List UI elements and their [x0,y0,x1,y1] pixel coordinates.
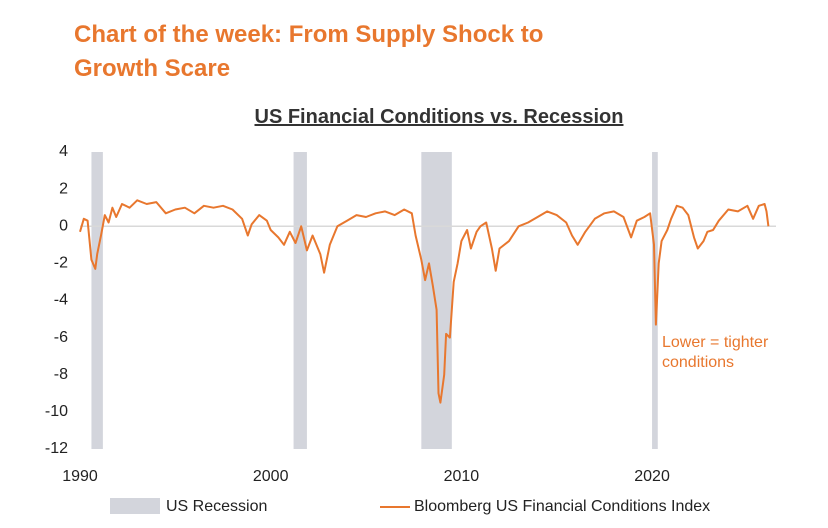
x-tick-label: 2000 [253,468,289,485]
y-tick-label: 0 [59,217,68,234]
y-tick-label: -4 [54,292,68,309]
y-tick-label: -8 [54,366,68,383]
recession-band [421,152,452,449]
y-tick-label: -10 [45,403,68,420]
legend-label: US Recession [166,498,267,515]
recession-band [91,152,103,449]
x-tick-label: 2010 [444,468,480,485]
legend-label: Bloomberg US Financial Conditions Index [414,498,710,515]
y-tick-label: 4 [59,143,68,160]
y-tick-label: 2 [59,180,68,197]
legend-swatch [110,498,160,514]
fci-line [79,199,770,404]
y-tick-label: -6 [54,329,68,346]
x-tick-label: 1990 [62,468,98,485]
recession-band [293,152,307,449]
x-tick-label: 2020 [634,468,670,485]
headline: Chart of the week: From Supply Shock to … [74,21,544,82]
y-tick-label: -12 [45,440,68,457]
y-tick-label: -2 [54,255,68,272]
annotation: Lower = tighter conditions [662,334,769,371]
chart-title: US Financial Conditions vs. Recession [254,106,624,128]
